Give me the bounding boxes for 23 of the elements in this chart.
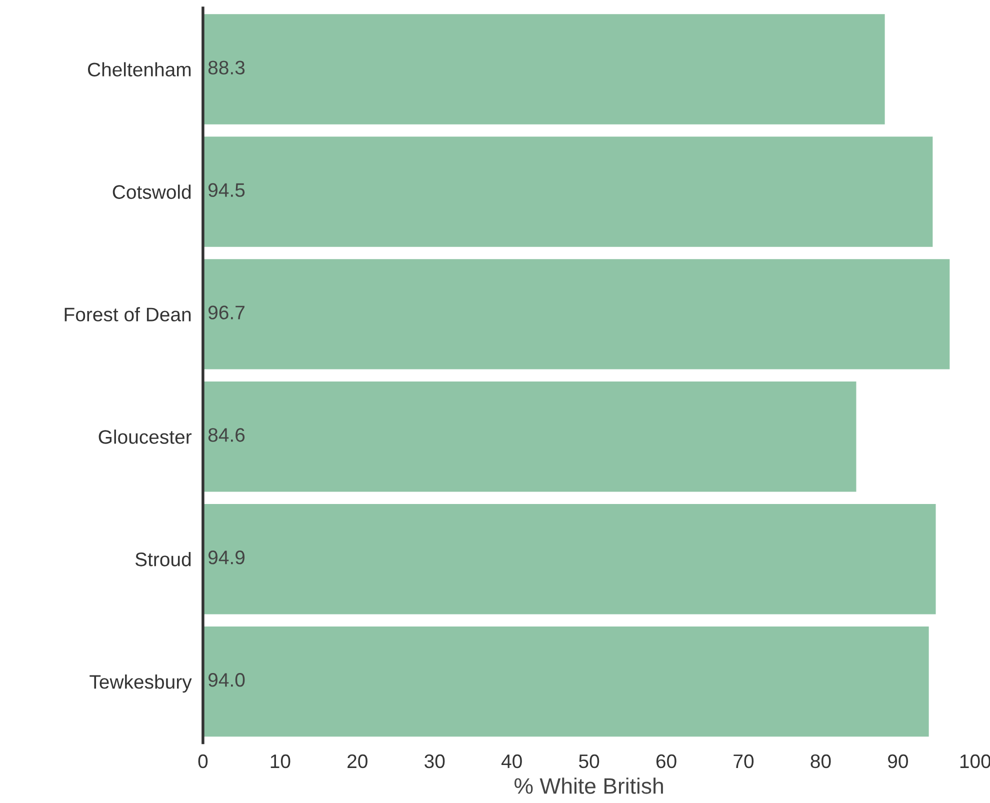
y-tick-label: Cotswold bbox=[112, 184, 191, 199]
x-axis-title: % White British bbox=[514, 778, 663, 794]
x-tick-label: 10 bbox=[270, 754, 290, 768]
y-tick-label: Cheltenham bbox=[88, 62, 191, 76]
x-tick-label: 40 bbox=[501, 754, 522, 768]
data-label: 84.6 bbox=[208, 428, 245, 442]
data-label: 94.5 bbox=[208, 183, 245, 197]
data-label: 94.9 bbox=[208, 550, 245, 564]
data-label: 94.0 bbox=[208, 672, 245, 687]
x-tick-label: 0 bbox=[198, 754, 208, 768]
x-tick-label: 90 bbox=[888, 754, 908, 768]
y-tick-label: Tewkesbury bbox=[90, 674, 192, 693]
x-tick-label: 80 bbox=[810, 754, 831, 768]
x-tick-label: 20 bbox=[348, 754, 368, 768]
y-tick-label: Stroud bbox=[135, 552, 191, 566]
y-tick-label: Gloucester bbox=[98, 430, 192, 444]
x-tick-label: 50 bbox=[579, 754, 600, 768]
data-label: 88.3 bbox=[208, 60, 245, 74]
x-tick-label: 30 bbox=[424, 754, 445, 768]
x-tick-label: 70 bbox=[734, 754, 754, 768]
data-label: 96.7 bbox=[208, 306, 244, 320]
x-tick-label: 60 bbox=[656, 754, 676, 768]
y-tick-label: Forest of Dean bbox=[64, 307, 191, 322]
